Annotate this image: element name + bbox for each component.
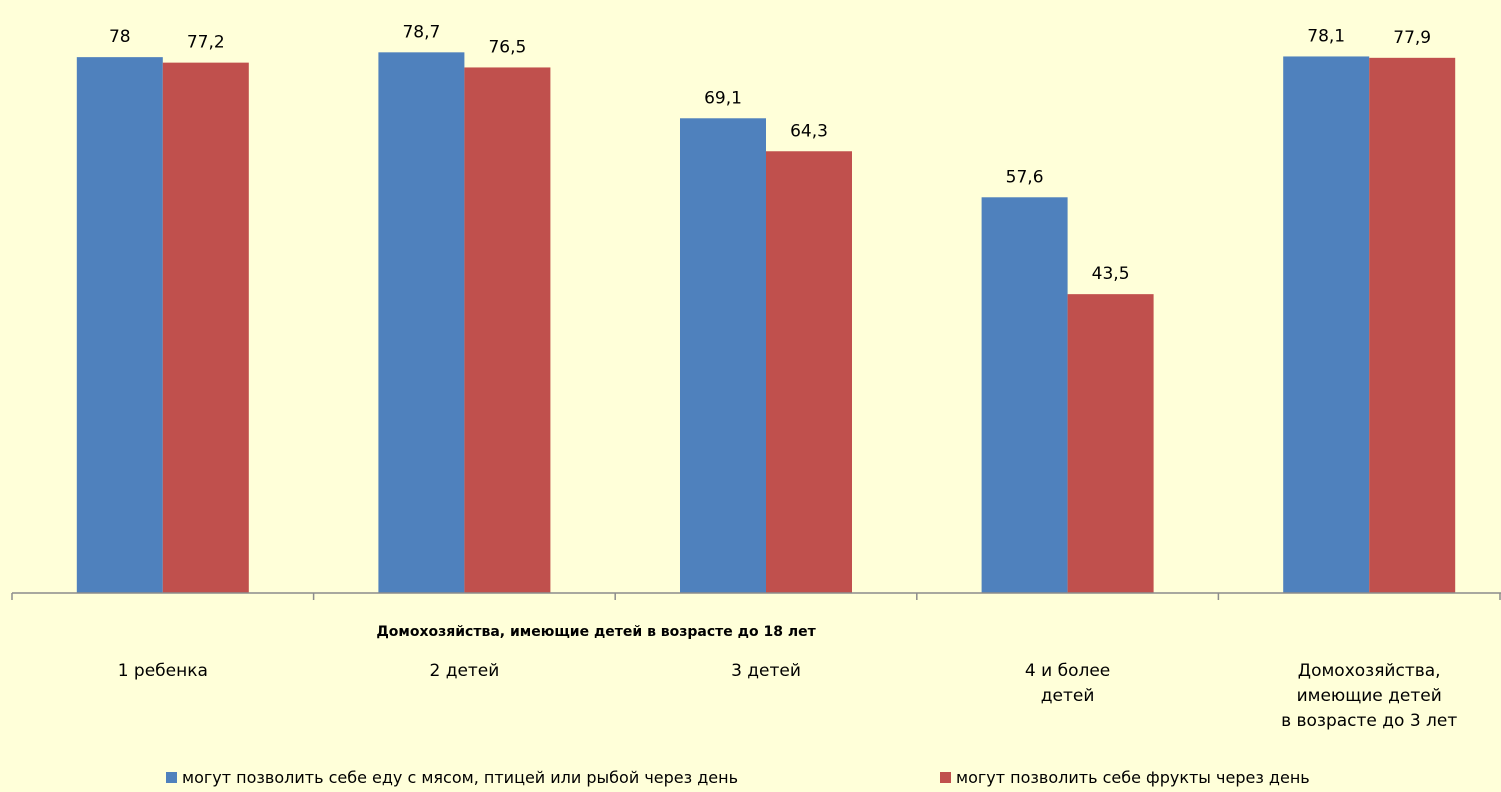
category-label-line: в возрасте до 3 лет — [1281, 711, 1457, 731]
bar-series1-cat2 — [378, 52, 465, 594]
value-label-series2-cat3: 64,3 — [790, 121, 828, 141]
category-label-2: 2 детей — [429, 661, 499, 681]
legend-item-fruit: могут позволить себе фрукты через день — [940, 768, 1310, 787]
bars-layer — [76, 52, 1456, 594]
category-labels-layer: 1 ребенка 2 детей 3 детей 4 и более детей Дом… — [118, 661, 1458, 731]
value-label-series2-cat4: 43,5 — [1092, 264, 1130, 284]
value-label-series1-cat5: 78,1 — [1307, 26, 1345, 46]
legend-label-fruit: могут позволить себе фрукты через день — [956, 768, 1310, 787]
category-label-3: 3 детей — [731, 661, 801, 681]
value-labels-layer: 78 77,2 78,7 76,5 69,1 64,3 57,6 43,5 78,1 77,9 — [109, 22, 1431, 284]
category-label-line: 4 и более — [1025, 661, 1110, 681]
category-label-line: 3 детей — [731, 661, 801, 681]
legend-swatch-meat — [166, 772, 177, 783]
value-label-series2-cat5: 77,9 — [1393, 28, 1431, 48]
category-label-line: 1 ребенка — [118, 661, 208, 681]
category-label-line: детей — [1041, 686, 1095, 706]
bar-series2-cat2 — [464, 67, 551, 593]
category-label-1: 1 ребенка — [118, 661, 208, 681]
legend-label-meat: могут позволить себе еду с мясом, птицей… — [182, 768, 739, 787]
category-label-5: Домохозяйства, имеющие детей в возрасте до… — [1281, 661, 1457, 731]
category-label-line: 2 детей — [429, 661, 499, 681]
legend: могут позволить себе еду с мясом, птицей… — [0, 768, 1501, 792]
value-label-series1-cat4: 57,6 — [1006, 167, 1044, 187]
bar-series2-cat4 — [1067, 294, 1154, 593]
x-axis — [11, 592, 1501, 600]
value-label-series1-cat2: 78,7 — [402, 22, 440, 42]
bar-series1-cat1 — [76, 57, 163, 593]
category-label-4: 4 и более детей — [1025, 661, 1110, 706]
value-label-series1-cat1: 78 — [109, 27, 131, 47]
bar-series2-cat5 — [1369, 57, 1456, 593]
category-label-line: Домохозяйства, — [1298, 661, 1441, 681]
legend-item-meat: могут позволить себе еду с мясом, птицей… — [166, 768, 738, 787]
category-group-title: Домохозяйства, имеющие детей в возрасте … — [376, 624, 816, 640]
bar-series2-cat3 — [766, 151, 852, 593]
value-label-series2-cat2: 76,5 — [488, 37, 526, 57]
bar-series1-cat4 — [981, 197, 1068, 593]
bar-series1-cat5 — [1283, 56, 1370, 593]
value-label-series2-cat1: 77,2 — [187, 33, 225, 53]
legend-swatch-fruit — [940, 772, 951, 783]
category-label-line: имеющие детей — [1297, 686, 1442, 706]
bar-series2-cat1 — [162, 62, 249, 594]
bar-series1-cat3 — [680, 118, 766, 594]
value-label-series1-cat3: 69,1 — [704, 88, 742, 108]
